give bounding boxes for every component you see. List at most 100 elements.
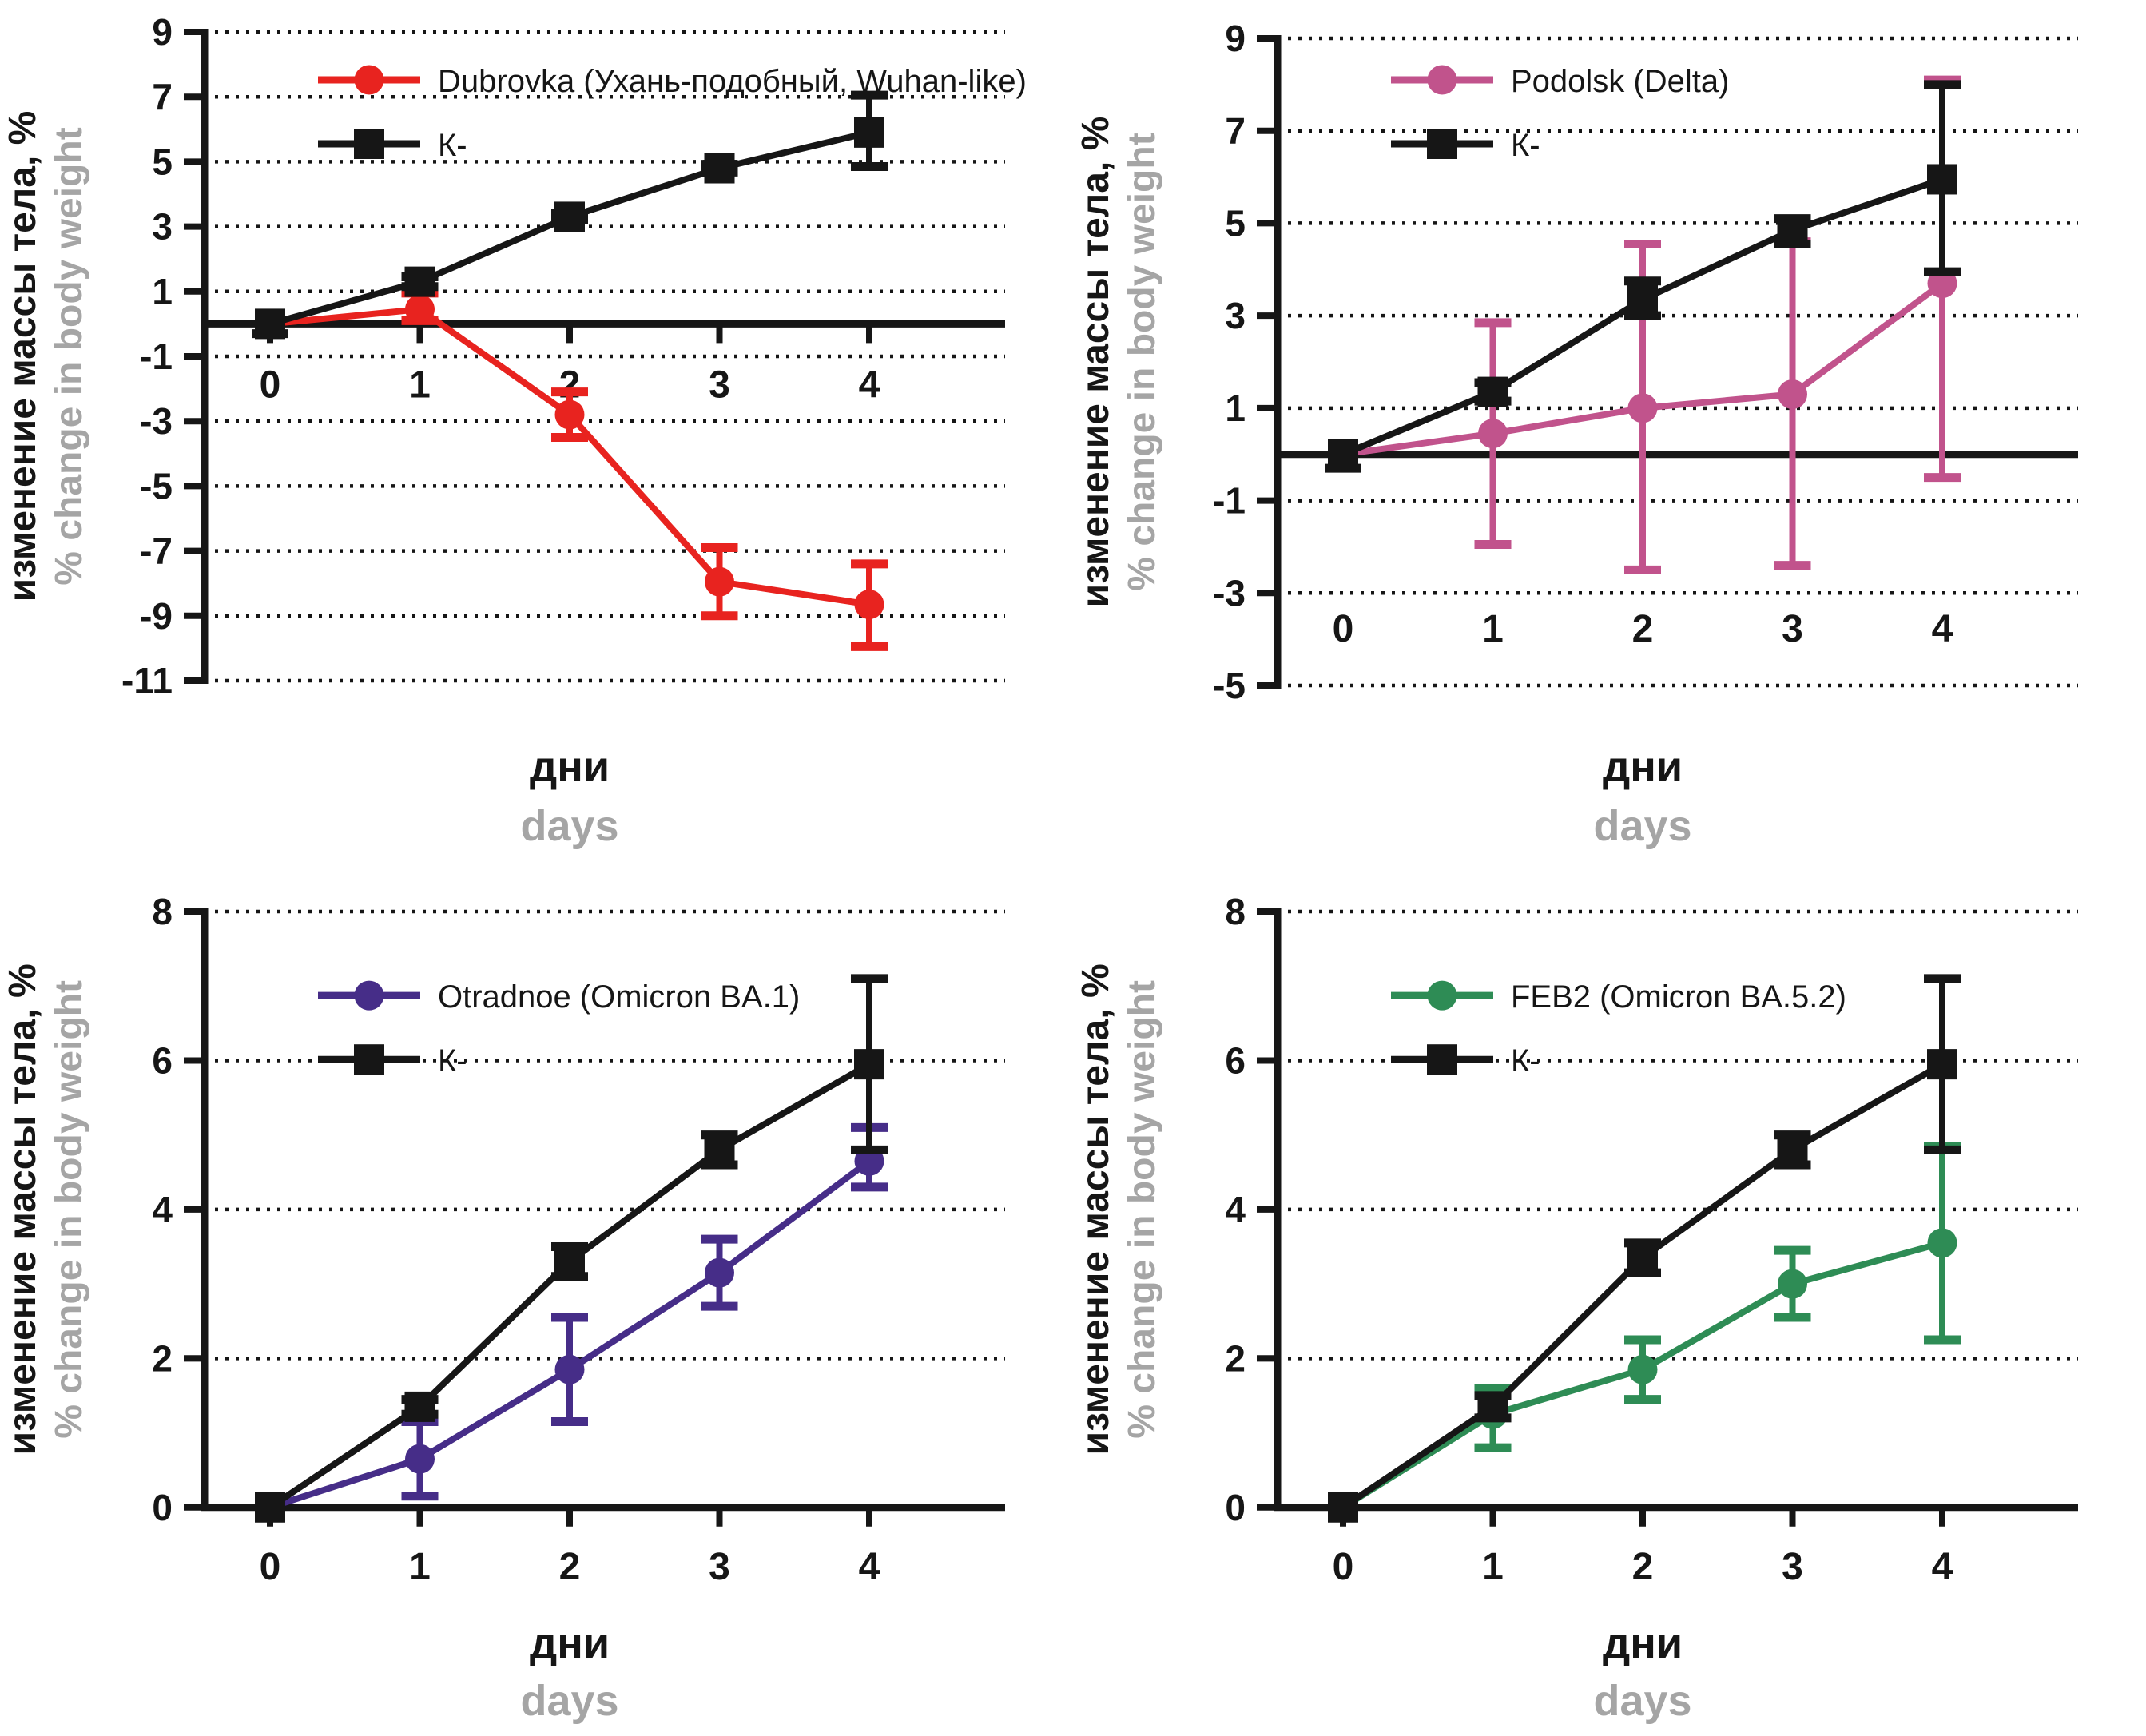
series-line	[268, 1061, 871, 1511]
y-tick-label: 3	[1225, 295, 1246, 336]
series-control	[1325, 80, 1961, 473]
data-point-marker	[554, 1354, 585, 1384]
series-control	[255, 974, 888, 1523]
legend-label: Dubrovka (Ухань-подобный, Wuhan-like)	[438, 64, 1027, 99]
x-tick-label: 4	[1932, 1546, 1953, 1588]
x-tick-label: 4	[1932, 608, 1953, 650]
x-tick-label: 2	[1632, 1546, 1654, 1588]
x-tick-label: 3	[709, 363, 730, 406]
data-point-marker	[1627, 393, 1658, 423]
data-point-marker	[404, 1391, 435, 1422]
x-tick-label: 2	[1632, 608, 1654, 650]
data-point-marker	[1627, 1242, 1658, 1273]
data-point-marker	[705, 1257, 734, 1288]
legend-item: К-	[1391, 128, 1540, 163]
x-tick-label: 3	[709, 1546, 730, 1588]
x-tick-label: 0	[1333, 608, 1354, 650]
y-tick-label: -11	[121, 660, 173, 701]
data-point-marker	[1477, 376, 1508, 407]
data-point-marker	[554, 399, 585, 430]
data-point-marker	[1478, 419, 1508, 449]
y-tick-label: 4	[1225, 1189, 1246, 1230]
y-axis-title-en: % change in body weight	[1121, 133, 1163, 590]
panel-bottom-right: 8 6 4 2 0 0 1 2 3 4 FEB2 (Omicron BA.5.2) К-изменен…	[1073, 868, 2146, 1736]
data-point-marker	[1328, 439, 1358, 470]
data-point-marker	[854, 117, 884, 148]
y-axis-title-en: % change in body weight	[48, 980, 90, 1439]
series-variant	[1328, 75, 1961, 574]
data-point-marker	[854, 590, 884, 620]
data-point-marker	[1328, 1492, 1358, 1523]
x-tick-label: 0	[1333, 1546, 1354, 1588]
data-point-marker	[705, 566, 734, 597]
x-tick-label: 3	[1782, 608, 1803, 650]
x-tick-label: 0	[260, 1546, 281, 1588]
data-point-marker	[1627, 1354, 1658, 1384]
y-tick-label: 2	[152, 1337, 173, 1379]
y-tick-label: 3	[152, 206, 173, 248]
legend-item: К-	[318, 128, 467, 163]
data-point-marker	[554, 1246, 585, 1277]
y-tick-label: 1	[1225, 387, 1246, 429]
legend-label: Otradnoe (Omicron BA.1)	[438, 979, 800, 1015]
x-tick-label: 3	[1782, 1546, 1803, 1588]
x-tick-label: 1	[1482, 1546, 1504, 1588]
y-tick-label: 8	[152, 891, 173, 932]
y-tick-label: 8	[1225, 891, 1246, 932]
x-tick-label: 1	[409, 1546, 431, 1588]
data-point-marker	[255, 1492, 285, 1523]
y-axis-title-en: % change in body weight	[1121, 980, 1163, 1439]
legend-label: Podolsk (Delta)	[1511, 64, 1729, 99]
data-point-marker	[1927, 1228, 1957, 1258]
y-tick-label: 1	[152, 271, 173, 312]
legend-item: К-	[318, 1043, 467, 1079]
legend-label: FEB2 (Omicron BA.5.2)	[1511, 979, 1846, 1015]
y-tick-label: 2	[1225, 1337, 1246, 1379]
x-tick-label: 1	[409, 363, 431, 406]
y-tick-label: 9	[152, 11, 173, 53]
y-tick-label: -3	[140, 400, 173, 442]
data-point-marker	[1927, 1049, 1957, 1080]
y-tick-label: -7	[140, 530, 173, 572]
x-axis-title-ru: дни	[530, 743, 610, 791]
legend-marker	[354, 980, 384, 1011]
data-point-marker	[1777, 1134, 1808, 1166]
data-point-marker	[854, 1049, 884, 1080]
data-point-marker	[1778, 379, 1807, 409]
series-line	[269, 306, 870, 608]
legend-marker	[354, 1044, 384, 1075]
data-point-marker	[1778, 1269, 1807, 1299]
x-axis-title-ru: дни	[530, 1619, 610, 1667]
y-tick-label: -3	[1213, 572, 1246, 614]
chart-bottom-left: 8 6 4 2 0 0 1 2 3 4 Otradnoe (Omicron BA.1) К-измен…	[2, 891, 1005, 1725]
panel-top-right: 9 7 5 3 1 -1 -3 -5 0 1 2 3 4 Podolsk (Delta) К-изменен…	[1073, 0, 2146, 868]
x-tick-label: 2	[559, 1546, 581, 1588]
y-axis-title-ru: изменение массы тела, %	[2, 963, 44, 1455]
series-variant	[255, 1122, 888, 1523]
x-tick-label: 4	[859, 363, 880, 406]
series-variant	[255, 288, 888, 651]
legend-marker	[1427, 1044, 1457, 1075]
y-axis-title-en: % change in body weight	[48, 127, 90, 585]
y-tick-label: 0	[1225, 1487, 1246, 1528]
panel-bottom-left: 8 6 4 2 0 0 1 2 3 4 Otradnoe (Omicron BA.1) К-измен…	[0, 868, 1073, 1736]
panel-top-left: 9 7 5 3 1 -1 -3 -5 -7 -9 -11 0 1 2 3 4 Dubrovka (Ухань-п…	[0, 0, 1073, 868]
x-axis-title-en: days	[520, 1677, 618, 1725]
legend-label: К-	[438, 1043, 467, 1079]
legend-marker	[354, 129, 384, 159]
y-tick-label: 7	[152, 76, 173, 117]
data-point-marker	[1927, 164, 1957, 195]
legend-label: К-	[438, 128, 467, 163]
y-tick-label: 6	[1225, 1039, 1246, 1081]
y-tick-label: 7	[1225, 110, 1246, 152]
data-point-marker	[405, 294, 435, 324]
chart-bottom-right: 8 6 4 2 0 0 1 2 3 4 FEB2 (Omicron BA.5.2) К-изменен…	[1075, 891, 2078, 1725]
data-point-marker	[1477, 1391, 1508, 1422]
y-tick-label: 5	[152, 141, 173, 182]
legend-marker	[1427, 129, 1457, 159]
data-point-marker	[704, 1134, 735, 1166]
x-axis-title-en: days	[1593, 1677, 1691, 1725]
y-tick-label: -1	[1213, 480, 1246, 522]
